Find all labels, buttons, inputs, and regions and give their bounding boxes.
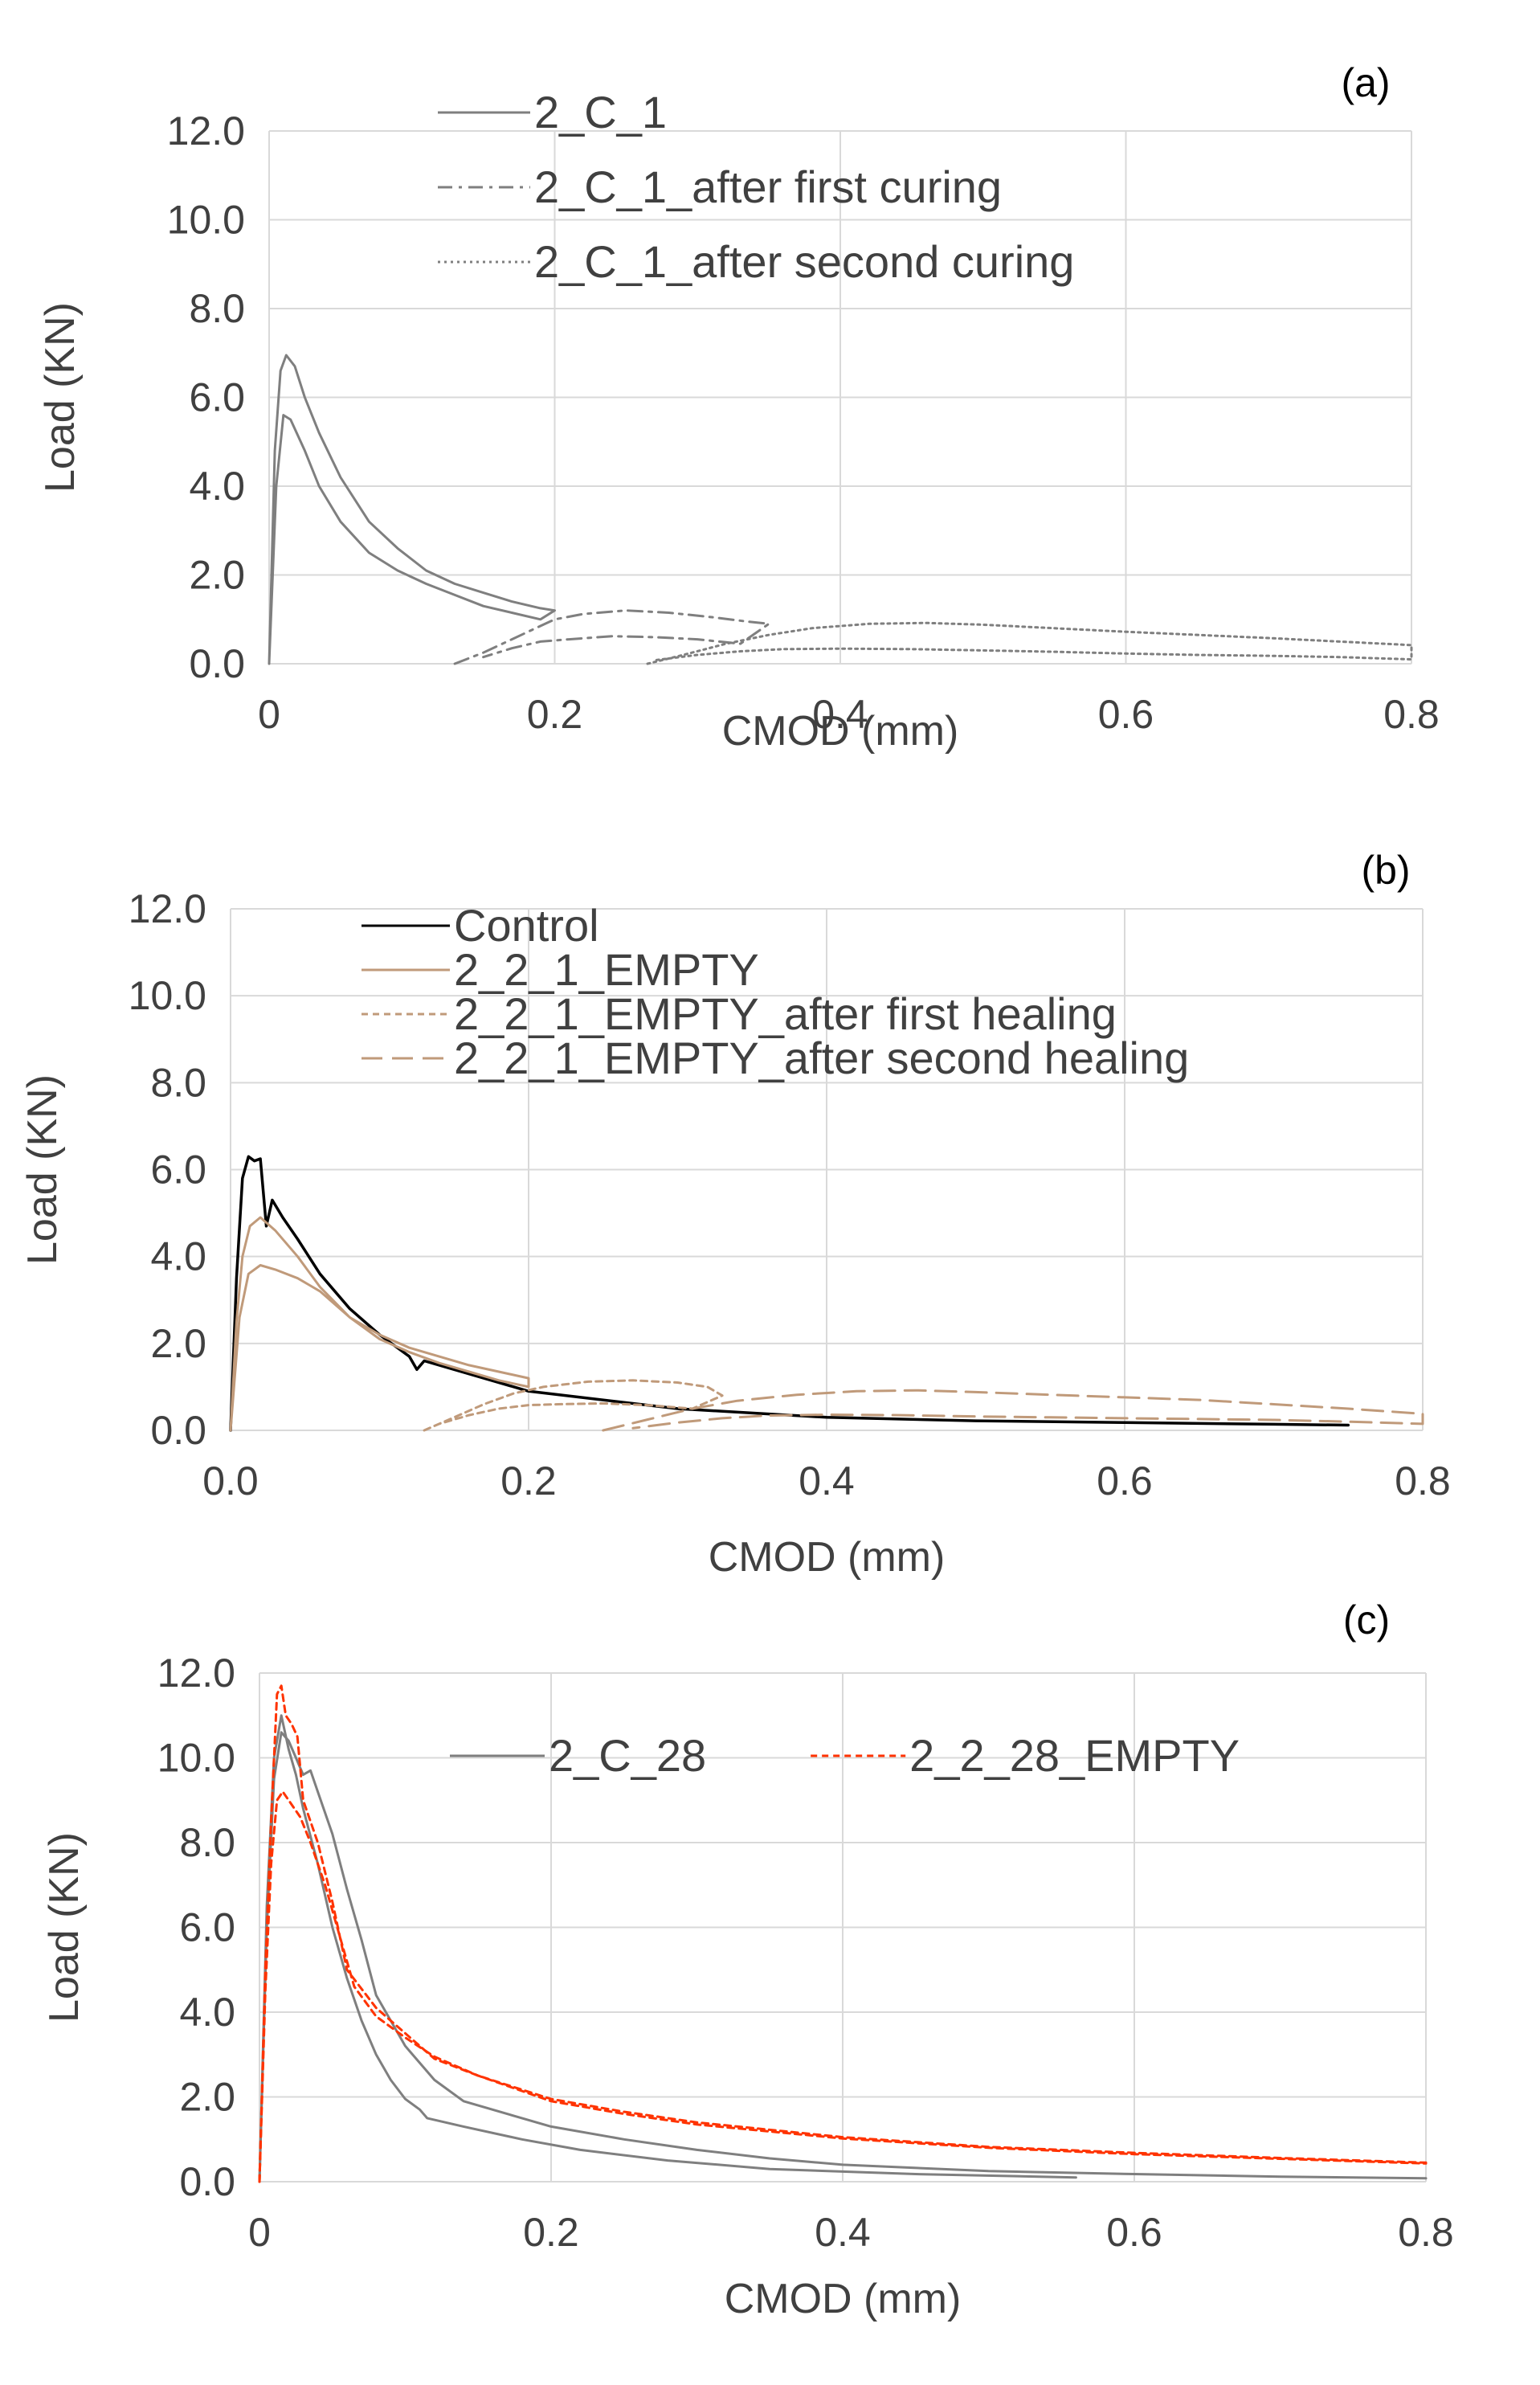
x-tick-label: 0.6 xyxy=(1106,2210,1162,2255)
x-tick-label: 0.2 xyxy=(500,1458,557,1503)
legend-label: 2_2_1_EMPTY xyxy=(454,944,759,995)
x-tick-label: 0 xyxy=(248,2210,271,2255)
legend-label: 2_C_1_after first curing xyxy=(534,162,1002,212)
legend: 2_C_1 2_C_1_after first curing 2_C_1_after… xyxy=(438,87,1074,287)
y-tick-label: 12.0 xyxy=(157,1651,235,1696)
x-axis-title: CMOD (mm) xyxy=(722,708,959,755)
chart-panel-3: 0.0 2.0 4.0 6.0 8.0 10.0 12.0 0 0.2 0.4 0.6 0.8 CMOD… xyxy=(41,1598,1454,2322)
y-tick-label: 0.0 xyxy=(189,641,245,686)
y-tick-label: 2.0 xyxy=(150,1321,206,1366)
x-tick-label: 0.4 xyxy=(815,2210,871,2255)
series-line xyxy=(229,1155,1350,1432)
legend-label: Control xyxy=(454,900,599,951)
series-line xyxy=(229,1216,530,1432)
legend: 2_C_28 2_2_28_EMPTY xyxy=(450,1730,1240,1781)
x-tick-label: 0 xyxy=(258,692,280,737)
y-tick-label: 2.0 xyxy=(189,553,245,598)
x-tick-label: 0.8 xyxy=(1395,1458,1451,1503)
y-tick-label: 4.0 xyxy=(179,1990,235,2035)
x-axis-title: CMOD (mm) xyxy=(709,1534,946,1581)
series-line xyxy=(423,1379,724,1432)
x-tick-label: 0.2 xyxy=(527,692,583,737)
y-tick-label: 0.0 xyxy=(150,1408,206,1453)
chart-panel-2: 0.0 2.0 4.0 6.0 8.0 10.0 12.0 0.0 0.2 0.4 0.6 0.8 CM… xyxy=(19,848,1451,1581)
chart-panel-1: 0.0 2.0 4.0 6.0 8.0 10.0 12.0 0 0.2 0.4 0.6 0.8 CMOD… xyxy=(37,60,1440,755)
y-tick-label: 2.0 xyxy=(179,2075,235,2120)
y-tick-label: 8.0 xyxy=(150,1060,206,1105)
x-tick-label: 0.2 xyxy=(523,2210,579,2255)
x-tick-label: 0.0 xyxy=(202,1458,259,1503)
y-tick-label: 10.0 xyxy=(157,1736,235,1781)
y-axis-title: Load (KN) xyxy=(37,302,84,493)
series-line xyxy=(453,609,770,665)
x-tick-label: 0.4 xyxy=(812,692,868,737)
y-tick-label: 10.0 xyxy=(167,198,245,243)
series-line xyxy=(258,1714,1077,2183)
legend-label: 2_2_1_EMPTY_after second healing xyxy=(454,1033,1189,1083)
x-tick-label: 0.6 xyxy=(1098,692,1154,737)
x-axis-title: CMOD (mm) xyxy=(725,2276,962,2322)
legend-label: 2_C_1_after second curing xyxy=(534,236,1074,287)
series-line xyxy=(646,621,1413,665)
x-tick-label: 0.4 xyxy=(799,1458,855,1503)
legend-label: 2_2_28_EMPTY xyxy=(909,1730,1240,1781)
y-tick-label: 6.0 xyxy=(189,375,245,420)
panel-label: (c) xyxy=(1343,1598,1390,1642)
y-tick-label: 12.0 xyxy=(167,108,245,153)
legend-label: 2_C_1 xyxy=(534,87,667,137)
y-tick-label: 6.0 xyxy=(179,1905,235,1950)
panel-label: (b) xyxy=(1361,848,1410,893)
y-axis-title: Load (KN) xyxy=(19,1074,66,1265)
legend-label: 2_C_28 xyxy=(549,1730,706,1781)
y-tick-label: 4.0 xyxy=(189,464,245,509)
y-axis-title: Load (KN) xyxy=(41,1832,88,2023)
series-line xyxy=(268,354,556,665)
y-tick-label: 8.0 xyxy=(179,1820,235,1865)
y-tick-label: 12.0 xyxy=(129,886,206,931)
y-tick-label: 10.0 xyxy=(129,973,206,1018)
x-tick-label: 0.6 xyxy=(1097,1458,1153,1503)
y-tick-label: 0.0 xyxy=(179,2159,235,2204)
legend-label: 2_2_1_EMPTY_after first healing xyxy=(454,988,1117,1039)
panel-label: (a) xyxy=(1341,60,1390,105)
x-tick-label: 0.8 xyxy=(1383,692,1440,737)
series-line xyxy=(602,1389,1424,1432)
x-tick-label: 0.8 xyxy=(1398,2210,1454,2255)
y-tick-label: 6.0 xyxy=(150,1148,206,1192)
series-line xyxy=(258,1684,1428,2183)
series-line xyxy=(258,1790,1428,2183)
y-tick-label: 4.0 xyxy=(150,1234,206,1279)
y-tick-label: 8.0 xyxy=(189,286,245,331)
